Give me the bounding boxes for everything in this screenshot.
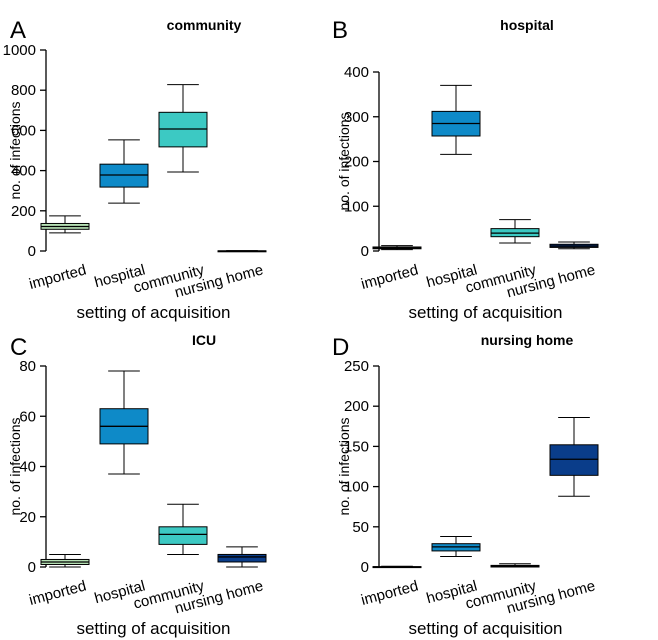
box-iqr — [158, 526, 208, 545]
panel-letter: D — [332, 334, 349, 361]
box-imported — [40, 215, 90, 234]
y-tick-label: 150 — [344, 438, 369, 455]
y-tick-label: 0 — [28, 559, 36, 576]
x-axis-label: setting of acquisition — [76, 619, 230, 638]
box-hospital — [99, 370, 149, 475]
box-nursing-home — [217, 546, 267, 568]
y-tick-label: 800 — [11, 82, 36, 99]
y-tick-label: 300 — [344, 109, 369, 126]
box-community — [490, 219, 540, 244]
x-tick-label: imported — [359, 577, 420, 609]
x-axis-label: setting of acquisition — [408, 619, 562, 638]
y-tick-label: 20 — [19, 509, 36, 526]
y-axis-label: no. of infections — [7, 101, 23, 199]
box-imported — [372, 565, 422, 569]
y-tick-label: 100 — [344, 198, 369, 215]
panel-letter: C — [10, 334, 27, 361]
y-axis-label: no. of infections — [336, 112, 352, 210]
y-tick-label: 200 — [344, 398, 369, 415]
x-axis-label: setting of acquisition — [76, 303, 230, 322]
box-community — [158, 503, 208, 555]
y-tick-label: 40 — [19, 459, 36, 476]
x-axis-label: setting of acquisition — [408, 303, 562, 322]
y-tick-label: 400 — [11, 163, 36, 180]
y-tick-label: 200 — [344, 154, 369, 171]
box-nursing-home — [549, 416, 599, 497]
box-imported — [40, 553, 90, 568]
box-nursing-home — [549, 241, 599, 250]
y-tick-label: 50 — [352, 519, 369, 536]
y-axis-label: no. of infections — [7, 417, 23, 515]
panel-letter: A — [10, 17, 26, 44]
panel-title: hospital — [500, 17, 554, 33]
box-nursing-home — [217, 250, 267, 253]
y-tick-label: 1000 — [3, 42, 36, 59]
box-imported — [372, 245, 422, 251]
panel-title: nursing home — [481, 332, 574, 348]
y-tick-label: 0 — [361, 243, 369, 260]
box-hospital — [99, 139, 149, 204]
y-tick-label: 600 — [11, 122, 36, 139]
panel-title: ICU — [192, 332, 216, 348]
box-hospital — [431, 535, 481, 558]
x-tick-label: imported — [359, 261, 420, 293]
y-tick-label: 400 — [344, 64, 369, 81]
y-tick-label: 0 — [361, 559, 369, 576]
y-tick-label: 80 — [19, 358, 36, 375]
box-community — [158, 84, 208, 173]
y-tick-label: 60 — [19, 408, 36, 425]
panel-title: community — [167, 17, 242, 33]
box-hospital — [431, 84, 481, 155]
box-iqr — [549, 444, 599, 476]
box-iqr — [217, 553, 267, 563]
y-tick-label: 100 — [344, 479, 369, 496]
panel-letter: B — [332, 17, 348, 44]
x-tick-label: imported — [27, 577, 88, 609]
box-community — [490, 563, 540, 568]
y-tick-label: 0 — [28, 243, 36, 260]
y-axis-label: no. of infections — [336, 417, 352, 515]
x-tick-label: imported — [27, 261, 88, 293]
y-tick-label: 250 — [344, 358, 369, 375]
y-tick-label: 200 — [11, 203, 36, 220]
